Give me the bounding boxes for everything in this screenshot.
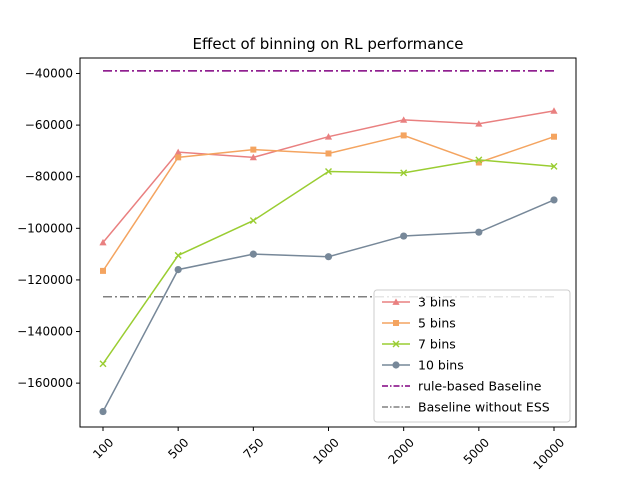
data-point: [174, 251, 182, 259]
data-point: [475, 156, 483, 164]
legend-marker: [392, 298, 400, 305]
series-3: [99, 196, 558, 416]
data-point: [99, 360, 107, 368]
data-point: [475, 159, 482, 166]
data-point: [99, 407, 107, 416]
chart-title: Effect of binning on RL performance: [193, 35, 464, 53]
marker-stroke: [392, 340, 400, 348]
legend-label: 3 bins: [418, 295, 456, 310]
data-point: [400, 232, 408, 240]
data-point: [249, 217, 257, 225]
data-point: [324, 253, 333, 261]
data-point: [475, 120, 483, 127]
marker-stroke: [550, 162, 558, 170]
data-point: [174, 265, 182, 274]
marker-stroke: [174, 251, 182, 259]
data-point: [249, 250, 257, 258]
y-tick-label: −140000: [17, 325, 73, 339]
legend-label: 5 bins: [418, 316, 456, 331]
data-point: [175, 154, 182, 161]
series-1: [100, 132, 557, 274]
legend-label: 10 bins: [418, 358, 464, 373]
y-tick-label: −40000: [25, 66, 73, 80]
data-point: [250, 146, 257, 153]
marker-stroke: [400, 169, 408, 177]
marker-stroke: [475, 156, 483, 164]
legend-label: rule-based Baseline: [418, 379, 542, 394]
data-point: [551, 133, 557, 140]
legend: 3 bins 5 bins 7 bins 10 bins rule-based Base…: [373, 289, 571, 423]
y-tick-label: −60000: [25, 118, 73, 132]
legend-item: 3 bins: [382, 295, 456, 310]
series-0: [99, 107, 558, 246]
data-point: [100, 267, 106, 274]
y-tick-label: −100000: [17, 221, 73, 235]
data-point: [550, 107, 558, 114]
legend-item: Baseline without ESS: [382, 400, 550, 415]
legend-marker: [393, 320, 399, 326]
legend-marker: [392, 361, 400, 369]
legend-label: Baseline without ESS: [418, 400, 550, 415]
marker-stroke: [99, 360, 107, 368]
data-point: [400, 132, 407, 139]
legend-item: rule-based Baseline: [382, 379, 542, 394]
data-point: [400, 169, 408, 177]
legend-item: 10 bins: [382, 358, 464, 373]
data-point: [550, 196, 558, 204]
data-point: [475, 228, 483, 236]
data-point: [99, 238, 107, 246]
legend-item: 7 bins: [382, 337, 456, 352]
y-tick-label: −80000: [25, 170, 73, 184]
y-axis: −40000 −60000 −80000 −100000 −120000 −140000 −…: [17, 66, 80, 390]
marker-stroke: [249, 217, 257, 225]
legend-item: 5 bins: [382, 316, 456, 331]
marker-stroke: [325, 168, 332, 176]
series-layer: [99, 107, 558, 416]
data-point: [174, 148, 182, 156]
series-2: [99, 156, 558, 368]
legend-label: 7 bins: [418, 337, 456, 352]
y-tick-label: −120000: [17, 273, 73, 287]
legend-box: [373, 289, 571, 423]
data-point: [550, 162, 558, 170]
data-point: [324, 133, 333, 140]
data-point: [325, 150, 332, 157]
data-point: [325, 168, 332, 176]
data-point: [249, 153, 257, 161]
data-point: [400, 116, 408, 123]
legend-marker: [392, 340, 400, 348]
y-tick-label: −160000: [17, 376, 73, 390]
